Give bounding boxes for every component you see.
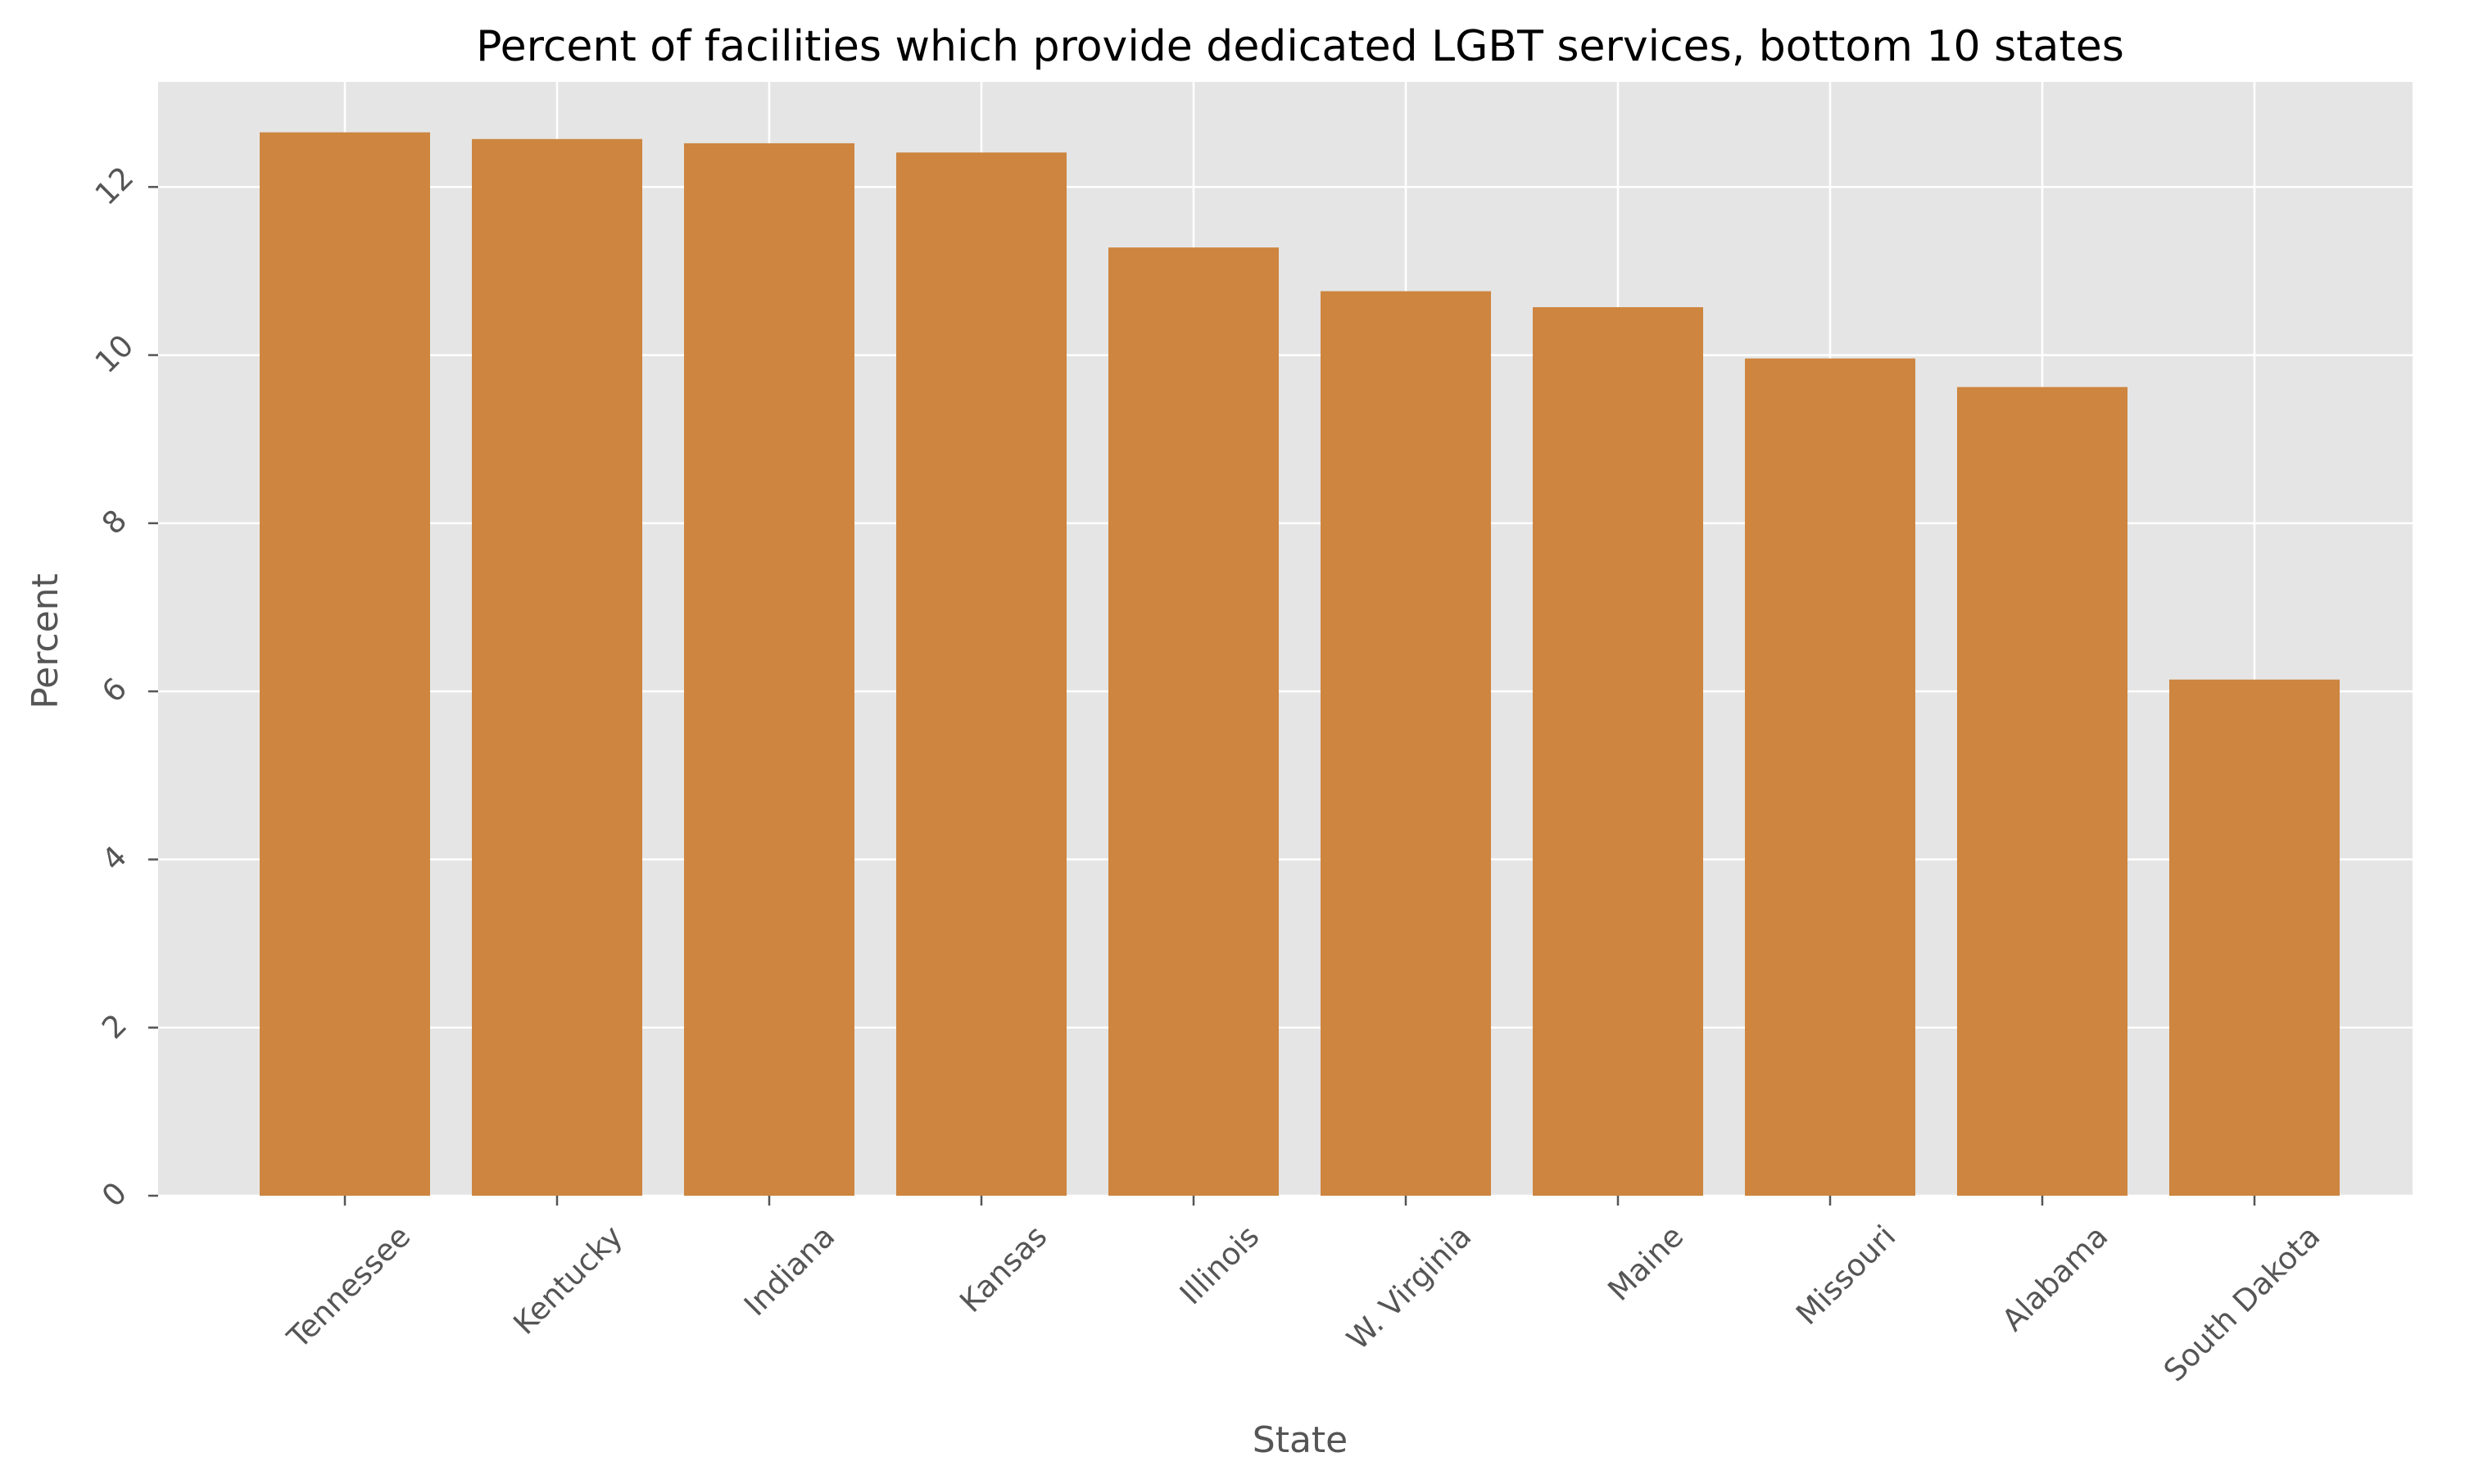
y-tick-label: 2 — [95, 1007, 134, 1046]
y-tick-label: 8 — [95, 503, 134, 541]
y-tick-label: 4 — [95, 839, 134, 877]
x-axis-ticks: Tennessee Kentucky Indiana Kansas Illinois W.… — [280, 1196, 2327, 1388]
x-tick-label: Missouri — [1789, 1219, 1902, 1332]
y-axis-label: Percent — [25, 573, 66, 709]
bar — [1108, 247, 1279, 1197]
bar — [472, 138, 642, 1196]
y-tick-label: 0 — [95, 1175, 134, 1214]
bar — [1321, 291, 1491, 1196]
chart-title: Percent of facilities which provide dedi… — [476, 22, 2124, 71]
bar — [896, 152, 1067, 1196]
y-tick-label: 6 — [95, 671, 134, 709]
x-tick-label: Alabama — [1996, 1219, 2115, 1338]
bar — [1957, 387, 2127, 1196]
x-tick-label: Indiana — [737, 1219, 841, 1323]
bar — [260, 132, 430, 1196]
x-tick-label: Kentucky — [506, 1219, 629, 1341]
x-tick-label: Tennessee — [280, 1219, 417, 1355]
x-tick-label: Illinois — [1173, 1219, 1266, 1311]
x-tick-label: W. Virginia — [1340, 1219, 1479, 1357]
y-axis-ticks: 0 2 4 6 8 10 12 — [88, 160, 158, 1214]
bar — [1745, 358, 1915, 1196]
bar — [1533, 307, 1703, 1197]
x-axis-label: State — [1253, 1419, 1348, 1461]
y-tick-label: 10 — [88, 328, 141, 380]
x-tick-label: South Dakota — [2157, 1219, 2327, 1388]
bar — [2169, 679, 2340, 1196]
y-tick-label: 12 — [88, 160, 141, 212]
x-tick-label: Kansas — [953, 1219, 1054, 1319]
x-tick-label: Maine — [1601, 1219, 1690, 1308]
bar — [684, 143, 854, 1196]
bars — [260, 132, 2340, 1197]
